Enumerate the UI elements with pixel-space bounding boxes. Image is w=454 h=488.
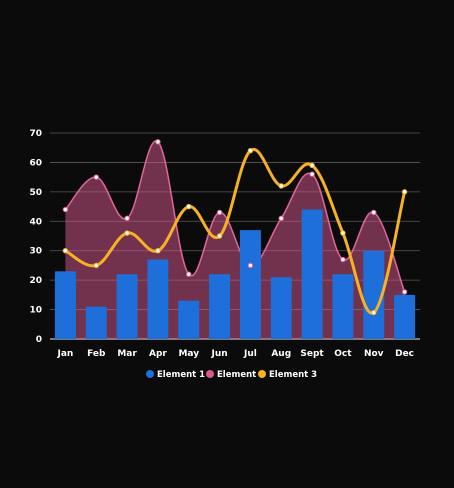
element-3-point-aug (278, 183, 284, 189)
element-3-point-may (186, 203, 192, 210)
x-tick-label: Aug (271, 349, 291, 359)
legend-swatch-2 (206, 370, 214, 378)
y-tick-label: 0 (36, 335, 42, 345)
legend-label-2: Element 2 (217, 370, 265, 380)
element-2-point-jan (62, 206, 69, 213)
y-tick-label: 70 (29, 129, 42, 139)
x-tick-label: Dec (395, 349, 414, 359)
legend-label-1: Element 1 (157, 370, 205, 380)
bar-feb (85, 306, 107, 339)
bar-mar (116, 274, 138, 339)
bar-oct (332, 274, 354, 339)
x-tick-label: Oct (334, 349, 352, 359)
x-tick-label: Feb (87, 349, 106, 359)
bar-nov (363, 250, 385, 339)
element-3-point-feb (93, 262, 99, 269)
x-tick-label: Nov (364, 349, 384, 359)
element-3-point-oct (340, 230, 346, 236)
element-3-point-jan (62, 248, 69, 254)
x-axis-ticks: Jan Feb Mar Apr May Jun Jul Aug Sept Oct Nov Dec (56, 349, 414, 359)
element-3-point-apr (155, 248, 161, 254)
element-3-point-mar (124, 230, 130, 236)
x-tick-label: Jun (210, 349, 227, 359)
element-2-point-apr (155, 139, 161, 145)
bar-jan (54, 271, 76, 339)
x-tick-label: Apr (149, 349, 167, 359)
legend-swatch-1 (146, 370, 154, 378)
bar-jun (209, 274, 231, 339)
y-axis-ticks: 0 10 20 30 40 50 60 70 (29, 129, 42, 345)
x-tick-label: Jul (243, 349, 257, 359)
x-tick-label: Jan (56, 349, 73, 359)
element-2-point-aug (278, 215, 284, 222)
bar-sept (301, 209, 323, 339)
bar-dec (394, 294, 416, 339)
y-tick-label: 60 (29, 158, 42, 168)
bar-may (178, 300, 200, 339)
y-tick-label: 50 (29, 188, 42, 198)
legend-label-3: Element 3 (269, 370, 317, 380)
legend: Element 1 Element 2 Element 3 (146, 370, 317, 380)
element-2-point-mar (124, 215, 130, 222)
x-tick-label: Mar (117, 349, 137, 359)
element-3-point-sept (309, 162, 315, 169)
legend-swatch-3 (258, 370, 266, 378)
element-3-point-jul (247, 147, 254, 154)
element-2-point-feb (93, 174, 99, 180)
x-tick-label: May (178, 349, 199, 359)
element-3-point-nov (371, 309, 377, 316)
element-2-point-sept (309, 171, 315, 177)
y-tick-label: 30 (29, 247, 42, 257)
y-tick-label: 10 (29, 306, 42, 316)
element-2-point-jul (247, 262, 254, 269)
element-2-point-jun (216, 209, 223, 216)
bar-apr (147, 259, 169, 339)
element-3-point-jun (216, 233, 223, 239)
element-1-bars (54, 209, 416, 339)
y-tick-label: 40 (29, 217, 42, 227)
element-2-point-dec (401, 289, 408, 295)
bar-jul (239, 230, 261, 339)
y-tick-label: 20 (29, 276, 42, 286)
data-points (62, 139, 408, 316)
x-tick-label: Sept (300, 349, 324, 359)
element-2-point-oct (340, 256, 346, 263)
element-3-point-dec (401, 189, 408, 195)
bar-aug (270, 277, 292, 339)
element-2-point-may (186, 271, 192, 277)
element-2-point-nov (371, 209, 377, 216)
